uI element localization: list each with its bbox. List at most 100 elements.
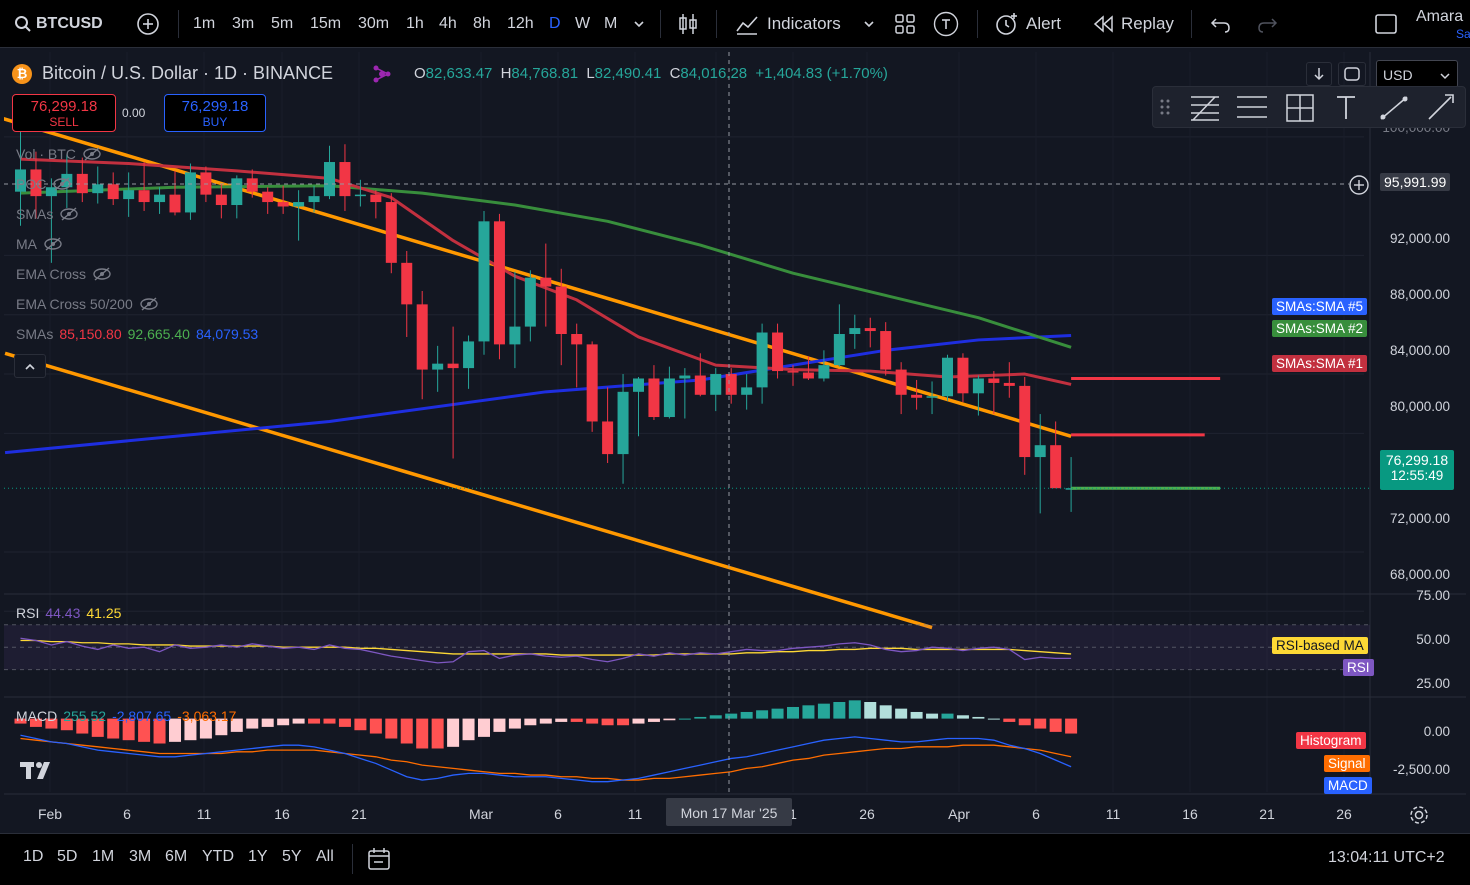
symbol-connections-icon[interactable] — [372, 64, 392, 89]
timeframe-3m[interactable]: 3m — [232, 15, 255, 32]
collapse-legend-button[interactable] — [14, 354, 46, 378]
fib-retracement-icon[interactable] — [1191, 96, 1219, 121]
range-3m[interactable]: 3M — [129, 848, 152, 865]
compare-symbol-button[interactable] — [136, 0, 160, 48]
candle-body — [293, 202, 305, 207]
trend-line-icon[interactable] — [1380, 96, 1408, 120]
chart-area[interactable]: ₿ Bitcoin / U.S. Dollar · 1D · BINANCE O… — [4, 52, 1466, 827]
user-name[interactable]: Amara — [1416, 8, 1464, 25]
range-6m[interactable]: 6M — [165, 848, 188, 865]
indicators-button[interactable]: Indicators — [735, 0, 841, 48]
indicators-dropdown[interactable] — [862, 0, 876, 48]
indicators-label: Indicators — [767, 14, 841, 33]
brush-icon[interactable] — [1428, 94, 1454, 120]
bottom-toolbar: 1D 5D 1M 3M 6M YTD 1Y 5Y All 13:04:11 UT… — [0, 833, 1470, 885]
timeframe-1h[interactable]: 1h — [406, 15, 424, 32]
price-pane — [4, 101, 1370, 630]
sell-button[interactable]: 76,299.18 SELL — [12, 94, 116, 132]
replay-button[interactable]: Replay — [1093, 0, 1174, 48]
indicator-ema-cross-50-200[interactable]: EMA Cross 50/200 — [16, 296, 159, 312]
timeframe-1m[interactable]: 1m — [193, 15, 216, 32]
range-1d[interactable]: 1D — [23, 848, 44, 865]
text-tool-icon[interactable] — [1337, 96, 1355, 119]
undo-button[interactable] — [1210, 0, 1232, 48]
candle-body — [76, 173, 88, 194]
range-1y[interactable]: 1Y — [248, 848, 268, 865]
candle — [802, 356, 814, 380]
templates-button[interactable] — [933, 0, 959, 48]
timeframe-dropdown[interactable] — [632, 0, 646, 48]
symbol-search-button[interactable]: BTCUSD — [14, 0, 103, 48]
candles-icon — [679, 14, 697, 34]
time-axis-label: 11 — [1105, 806, 1121, 822]
macd-axis-label: -2,500.00 — [1392, 762, 1450, 777]
candle — [540, 243, 552, 327]
candle-body — [617, 391, 629, 455]
last-price-tag: 76,299.18 12:55:49 — [1380, 450, 1454, 490]
timeframe-d[interactable]: D — [549, 15, 561, 32]
tradingview-logo-icon[interactable] — [18, 758, 58, 787]
parallel-channel-icon[interactable] — [1237, 96, 1267, 118]
candle-body — [370, 194, 382, 203]
chart-type-button[interactable] — [676, 0, 700, 48]
indicator-ma[interactable]: MA — [16, 236, 63, 252]
range-all[interactable]: All — [316, 848, 334, 865]
macd-histogram-bar — [910, 711, 923, 719]
timeframe-5m[interactable]: 5m — [271, 15, 294, 32]
currency-select[interactable]: USD — [1376, 60, 1458, 88]
price-axis-label: 92,000.00 — [1389, 231, 1450, 246]
macd-histogram-bar — [539, 718, 552, 724]
rsi-legend[interactable]: RSI 44.43 41.25 — [16, 605, 121, 621]
indicator-ema-cross[interactable]: EMA Cross — [16, 266, 112, 282]
clock-timezone[interactable]: 13:04:11 UTC+2 — [1328, 849, 1445, 866]
indicator-smas-values[interactable]: SMAs 85,150.80 92,665.40 84,079.53 — [16, 326, 258, 342]
chart-canvas[interactable] — [4, 52, 1466, 827]
indicator-poc[interactable]: POC — [16, 176, 72, 192]
timeframe-w[interactable]: W — [575, 15, 591, 32]
redo-button[interactable] — [1256, 0, 1278, 48]
candle — [76, 157, 88, 203]
date-range-button[interactable] — [366, 846, 392, 877]
candle-body — [663, 378, 675, 418]
alert-button[interactable]: Alert — [994, 0, 1061, 48]
range-1m[interactable]: 1M — [92, 848, 115, 865]
layouts-button[interactable] — [894, 0, 916, 48]
measure-icon[interactable] — [1286, 94, 1314, 122]
eye-crossed-icon[interactable] — [59, 207, 79, 221]
buy-button[interactable]: 76,299.18 BUY — [164, 94, 266, 132]
reset-chart-button[interactable] — [1338, 62, 1366, 86]
fullscreen-button[interactable] — [1374, 0, 1398, 48]
range-ytd[interactable]: YTD — [202, 848, 234, 865]
timeframe-30m[interactable]: 30m — [358, 15, 390, 32]
scroll-to-latest-button[interactable] — [1306, 62, 1332, 86]
macd-legend[interactable]: MACD 255.52 -2,807.65 -3,063.17 — [16, 708, 236, 724]
timeframe-8h[interactable]: 8h — [473, 15, 491, 32]
candle-body — [401, 262, 413, 305]
indicator-smas[interactable]: SMAs — [16, 206, 79, 222]
candle-body — [802, 372, 814, 379]
macd-histogram-bar — [199, 718, 212, 739]
candle-body — [957, 357, 969, 394]
eye-crossed-icon[interactable] — [139, 297, 159, 311]
indicator-vol[interactable]: Vol · BTC — [16, 146, 102, 162]
drag-handle-icon[interactable] — [1160, 99, 1170, 115]
top-toolbar: BTCUSD 1m 3m 5m 15m 30m 1h 4h 8h 12h D W… — [0, 0, 1470, 48]
eye-crossed-icon[interactable] — [43, 237, 63, 251]
eye-crossed-icon[interactable] — [82, 147, 102, 161]
macd-histogram-bar — [215, 718, 228, 736]
range-5y[interactable]: 5Y — [282, 848, 302, 865]
chart-settings-button[interactable] — [1408, 804, 1430, 827]
candle-body — [911, 394, 923, 398]
macd-histogram-bar — [895, 708, 908, 719]
timeframe-15m[interactable]: 15m — [310, 15, 342, 32]
eye-crossed-icon[interactable] — [92, 267, 112, 281]
timeframe-m[interactable]: M — [604, 15, 618, 32]
chart-grid — [4, 52, 1466, 795]
range-5d[interactable]: 5D — [57, 848, 78, 865]
timeframe-4h[interactable]: 4h — [439, 15, 457, 32]
timeframe-12h[interactable]: 12h — [507, 15, 534, 32]
add-alert-plus-icon[interactable] — [1348, 174, 1370, 201]
symbol-title[interactable]: Bitcoin / U.S. Dollar · 1D · BINANCE — [42, 63, 334, 83]
eye-crossed-icon[interactable] — [52, 177, 72, 191]
sma2-value: 92,665.40 — [127, 326, 190, 342]
